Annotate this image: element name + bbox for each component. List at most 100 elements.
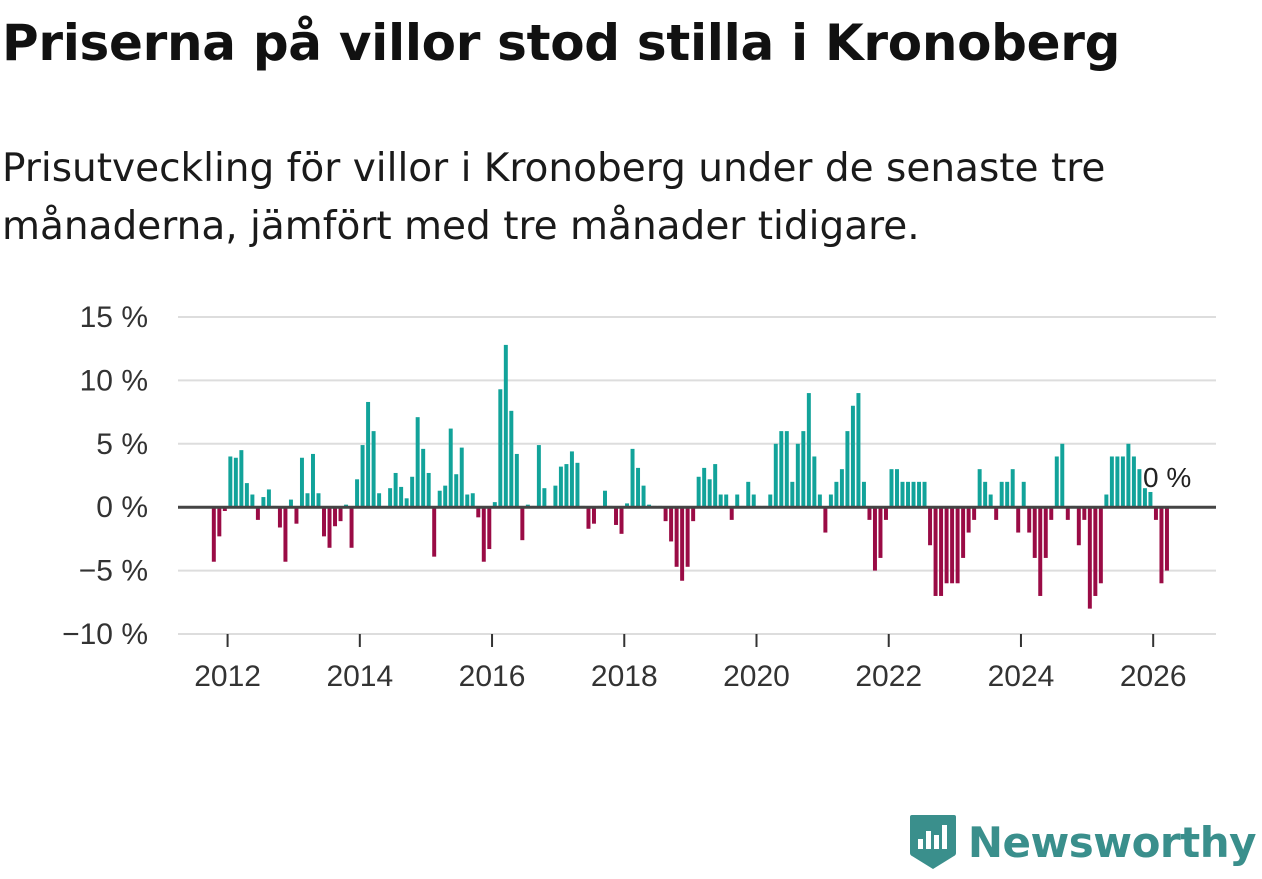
- bar: [542, 488, 547, 508]
- bar: [591, 507, 596, 524]
- bar: [641, 485, 646, 508]
- bar: [239, 450, 244, 508]
- bar: [1005, 481, 1010, 508]
- bar: [784, 431, 789, 508]
- bar: [536, 445, 541, 508]
- bar: [944, 507, 949, 584]
- y-tick-label: 10 %: [80, 364, 148, 397]
- bar: [636, 467, 641, 508]
- bar: [1126, 443, 1131, 508]
- bar: [680, 507, 685, 581]
- bar: [586, 507, 591, 529]
- x-tick-label: 2012: [194, 660, 261, 693]
- bar: [261, 497, 266, 508]
- bar: [768, 494, 773, 508]
- bar: [366, 401, 371, 508]
- bar: [211, 507, 216, 562]
- bar: [691, 507, 696, 522]
- bar: [773, 443, 778, 508]
- bar: [470, 493, 475, 508]
- bar: [669, 507, 674, 542]
- bar: [1153, 507, 1158, 520]
- bar: [360, 445, 365, 508]
- bar: [1060, 443, 1065, 508]
- bar: [928, 507, 933, 546]
- bar: [564, 464, 569, 508]
- bar: [994, 507, 999, 520]
- x-tick-label: 2020: [723, 660, 790, 693]
- bar: [1038, 507, 1043, 596]
- bar: [316, 493, 321, 508]
- bar: [603, 490, 607, 508]
- bar: [856, 393, 861, 508]
- bar: [288, 499, 293, 508]
- bar: [823, 507, 828, 533]
- bar: [729, 507, 734, 520]
- bar: [1082, 507, 1087, 520]
- chart-title: Priserna på villor stod stilla i Kronobe…: [2, 14, 1121, 72]
- chart-subtitle: Prisutveckling för villor i Kronoberg un…: [2, 146, 1106, 249]
- bar: [718, 494, 723, 508]
- bar: [410, 476, 415, 508]
- bar-chart: 15 % 10 % 5 % 0 % −5 % −10 % 2012 2014 2016 2018…: [62, 301, 1216, 693]
- bar: [817, 494, 822, 508]
- bar: [625, 503, 630, 508]
- bar: [415, 417, 420, 508]
- bar: [277, 507, 282, 528]
- bar: [790, 481, 795, 508]
- bar: [558, 466, 563, 508]
- bar: [459, 447, 464, 508]
- bar: [779, 431, 784, 508]
- bar: [437, 490, 442, 508]
- bar: [327, 507, 332, 548]
- bar: [933, 507, 938, 596]
- y-tick-label: −5 %: [79, 555, 148, 588]
- bar: [707, 479, 712, 508]
- bar: [371, 431, 376, 508]
- bar: [685, 507, 690, 567]
- bar: [228, 456, 233, 508]
- bar: [244, 483, 249, 508]
- brand: Newsworthy: [908, 813, 1257, 871]
- bar: [839, 469, 844, 508]
- bar: [1032, 507, 1037, 558]
- bar: [399, 486, 404, 508]
- bar: [299, 457, 304, 508]
- bar: [1093, 507, 1098, 596]
- bar: [812, 456, 817, 508]
- brand-name: Newsworthy: [967, 817, 1257, 867]
- bar: [977, 469, 982, 508]
- bar: [834, 481, 839, 508]
- y-tick-label: −10 %: [62, 618, 148, 651]
- x-tick-label: 2016: [459, 660, 526, 693]
- bar: [421, 448, 426, 508]
- bar: [878, 507, 883, 558]
- bar: [481, 507, 486, 562]
- bar: [1120, 456, 1125, 508]
- bar: [349, 507, 354, 548]
- bar: [1137, 469, 1142, 508]
- bar: [1054, 456, 1059, 508]
- bar: [674, 507, 679, 567]
- bar: [1076, 507, 1081, 546]
- x-tick-label: 2018: [591, 660, 658, 693]
- bar: [355, 479, 360, 508]
- x-tick-label: 2024: [988, 660, 1055, 693]
- bar: [283, 507, 288, 562]
- bar: [388, 488, 393, 508]
- bar: [250, 494, 255, 508]
- last-value-label: 0 %: [1143, 462, 1191, 493]
- bar: [426, 472, 431, 508]
- bar: [1142, 488, 1147, 508]
- bar: [432, 507, 437, 557]
- y-tick-label: 15 %: [80, 301, 148, 334]
- bar: [553, 485, 558, 508]
- bar: [988, 494, 993, 508]
- bar: [569, 451, 574, 508]
- bar: [614, 507, 618, 525]
- bar: [1115, 456, 1120, 508]
- bar: [1043, 507, 1048, 558]
- bar: [911, 481, 916, 508]
- bar: [487, 507, 492, 550]
- bar: [305, 493, 310, 508]
